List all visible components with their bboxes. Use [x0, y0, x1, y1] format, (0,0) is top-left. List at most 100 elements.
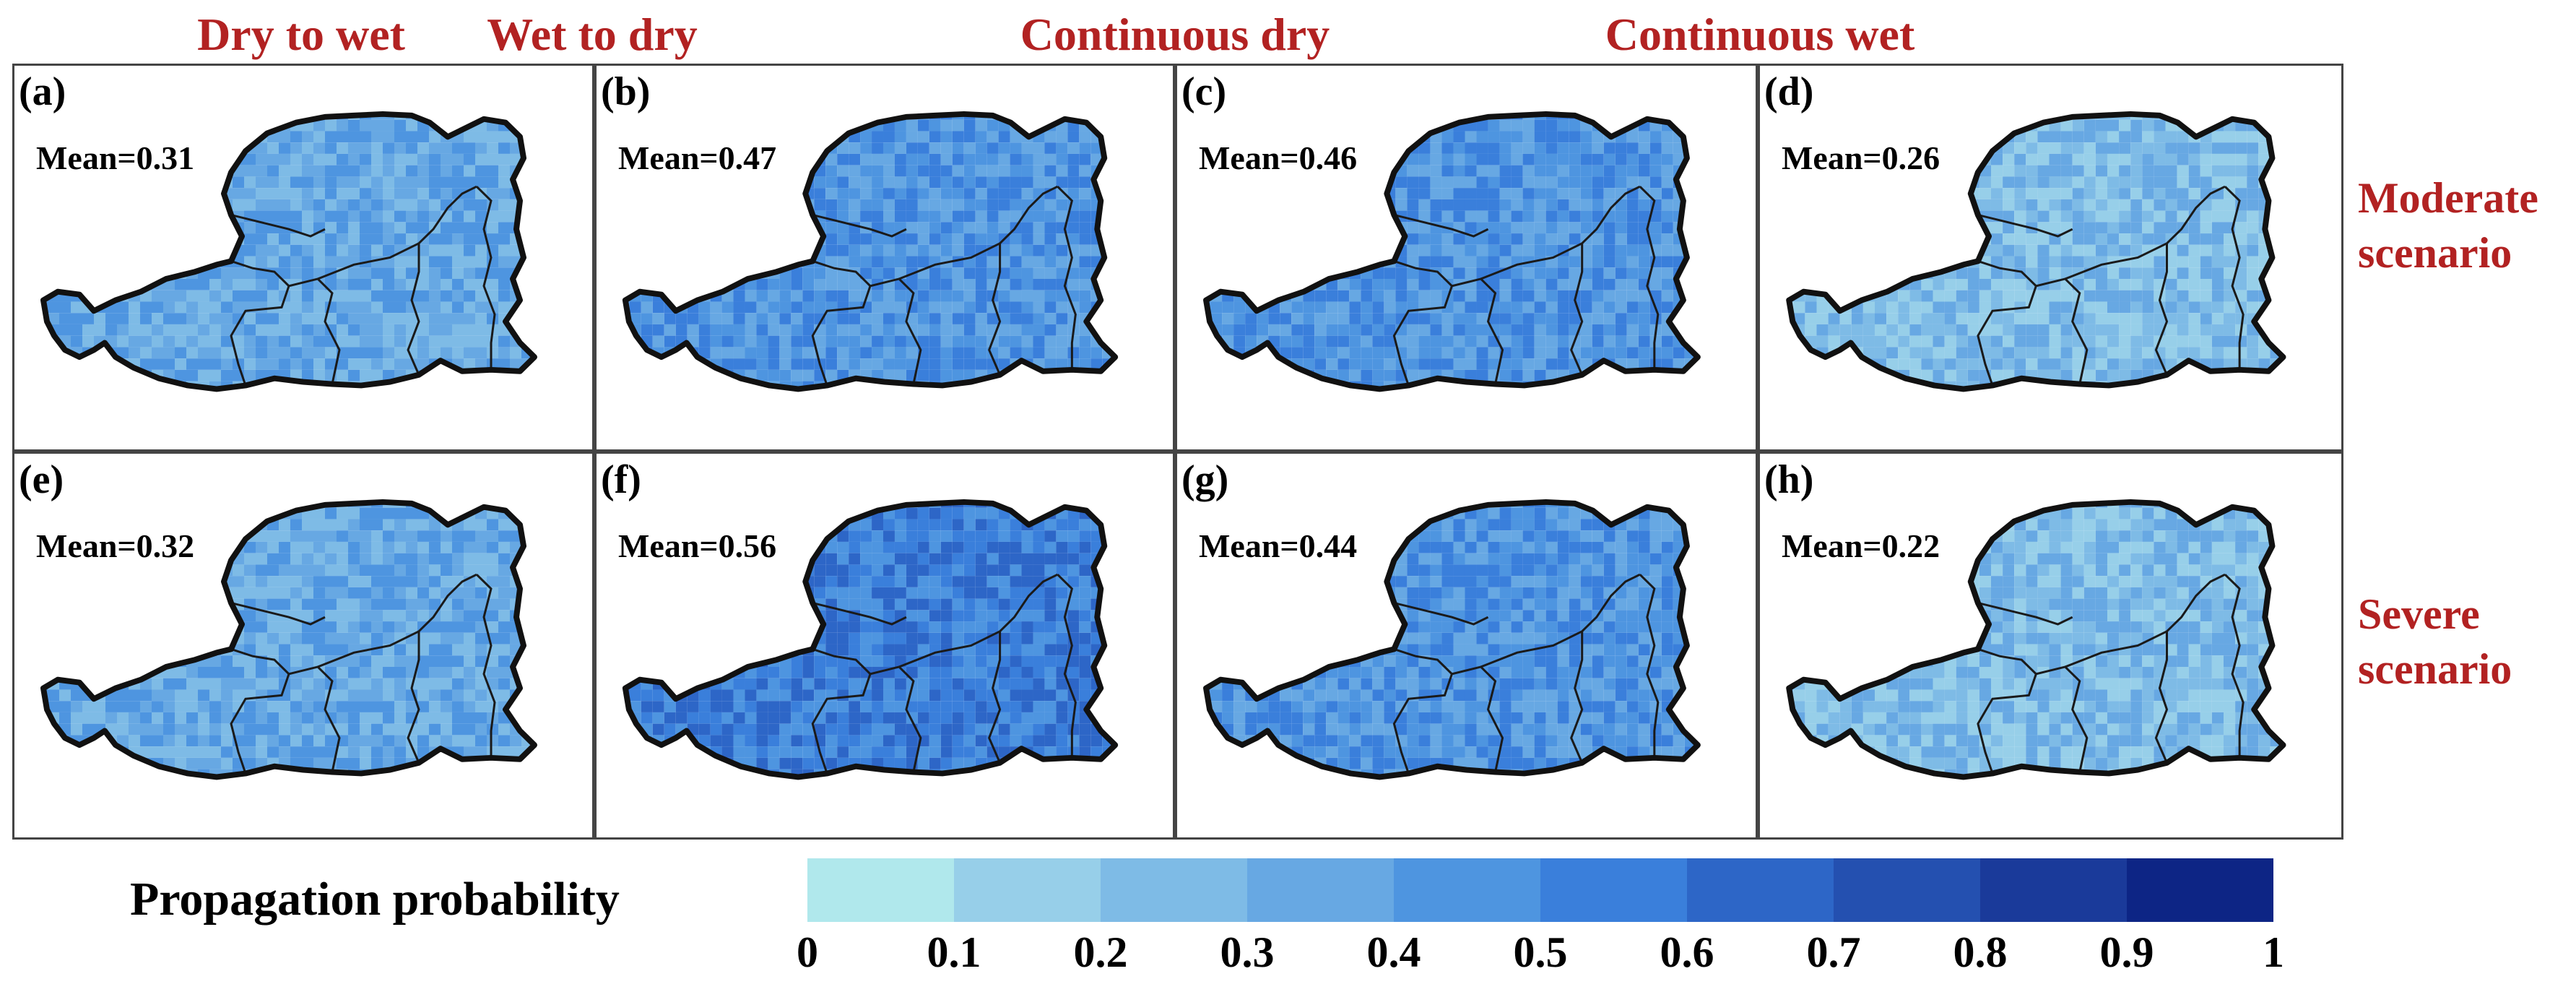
subregion-boundary [1394, 214, 1489, 238]
subregion-boundary [812, 260, 922, 384]
region-outline [622, 499, 1119, 780]
subregion-boundary [812, 648, 922, 772]
subregion-boundary [1480, 573, 1641, 668]
column-title-3: Continuous dry [1020, 9, 1330, 60]
column-title-1: Dry to wet [197, 9, 405, 60]
legend-swatch-9 [2127, 858, 2273, 922]
region-outline [40, 499, 537, 780]
subregion-boundary [812, 602, 907, 626]
legend-title: Propagation probability [130, 873, 620, 926]
subregion-boundary [230, 602, 326, 626]
legend-swatch-4 [1394, 858, 1540, 922]
subregion-boundary [317, 185, 477, 280]
map-svg [622, 499, 1119, 780]
region-outline [1203, 111, 1701, 392]
subregion-boundary [811, 673, 872, 774]
subregion-boundary [1394, 602, 1489, 626]
legend-swatch-7 [1834, 858, 1980, 922]
panel-mean-value: Mean=0.31 [36, 139, 195, 176]
legend-tick-label: 0.3 [1220, 928, 1275, 976]
panel-label: (f) [601, 457, 641, 502]
map-svg [1786, 111, 2286, 392]
subregion-boundary [1977, 285, 2037, 386]
subregion-boundary [1392, 673, 1453, 774]
subregion-boundary [2154, 243, 2169, 376]
panel-mean-value: Mean=0.56 [618, 527, 777, 564]
subregion-boundary [1570, 631, 1584, 764]
subregion-boundary [2065, 573, 2226, 668]
legend-tick-label: 0 [797, 928, 818, 976]
map-panel-6: (f) Mean=0.56 [594, 452, 1175, 840]
subregion-boundary [1057, 574, 1077, 758]
panel-mean-value: Mean=0.32 [36, 527, 195, 564]
region-outline [40, 111, 537, 392]
panel-label: (b) [601, 69, 651, 114]
column-title-2: Wet to dry [487, 9, 698, 60]
region-outline [1786, 499, 2286, 780]
subregion-boundary [898, 573, 1059, 668]
legend-swatch-2 [1101, 858, 1247, 922]
panel-label: (e) [19, 457, 64, 502]
legend-tick-label: 0.4 [1366, 928, 1421, 976]
subregion-boundary [1480, 185, 1641, 280]
panel-label: (c) [1181, 69, 1227, 114]
subregion-boundary [811, 285, 872, 386]
map-svg [1203, 499, 1701, 780]
panel-label: (h) [1764, 457, 1814, 502]
subregion-boundary [1570, 243, 1584, 376]
legend-tick-label: 1 [2263, 928, 2284, 976]
map-panel-5: (e) Mean=0.32 [12, 452, 594, 840]
subregion-boundary [475, 574, 496, 758]
panel-mean-value: Mean=0.44 [1199, 527, 1358, 564]
legend-tick-label: 0.9 [2099, 928, 2154, 976]
region-outline [1203, 499, 1701, 780]
subregion-boundary [475, 186, 496, 370]
subregion-boundary [407, 243, 420, 376]
map-svg [40, 499, 537, 780]
panel-label: (d) [1764, 69, 1814, 114]
legend-swatch-3 [1247, 858, 1394, 922]
subregion-boundary [1057, 186, 1077, 370]
subregion-boundary [2224, 186, 2245, 370]
map-panel-7: (g) Mean=0.44 [1175, 452, 1758, 840]
subregion-boundary [230, 285, 290, 386]
region-outline [622, 111, 1119, 392]
legend-tick-label: 0.1 [927, 928, 981, 976]
color-legend-bar [807, 858, 2273, 922]
legend-swatch-1 [954, 858, 1101, 922]
map-panel-3: (c) Mean=0.46 [1175, 64, 1758, 452]
map-svg [1786, 499, 2286, 780]
map-panel-8: (h) Mean=0.22 [1758, 452, 2343, 840]
panel-label: (g) [1181, 457, 1229, 502]
subregion-boundary [812, 214, 907, 238]
map-panel-1: (a) Mean=0.31 [12, 64, 594, 452]
legend-swatch-6 [1687, 858, 1834, 922]
subregion-boundary [2224, 574, 2245, 758]
legend-swatch-0 [807, 858, 954, 922]
legend-swatch-8 [1980, 858, 2127, 922]
subregion-boundary [988, 243, 1002, 376]
subregion-boundary [2154, 631, 2169, 764]
subregion-boundary [988, 631, 1002, 764]
subregion-boundary [317, 573, 477, 668]
subregion-boundary [1393, 648, 1504, 772]
panel-mean-value: Mean=0.46 [1199, 139, 1358, 176]
legend-tick-label: 0.7 [1806, 928, 1861, 976]
panel-label: (a) [19, 69, 66, 114]
subregion-boundary [1977, 602, 2073, 626]
column-title-4: Continuous wet [1605, 9, 1915, 60]
subregion-boundary [898, 185, 1059, 280]
subregion-boundary [1639, 186, 1660, 370]
legend-tick-label: 0.8 [1953, 928, 2008, 976]
legend-swatch-5 [1540, 858, 1687, 922]
subregion-boundary [2065, 185, 2226, 280]
subregion-boundary [1977, 673, 2037, 774]
map-svg [622, 111, 1119, 392]
subregion-boundary [1393, 260, 1504, 384]
subregion-boundary [230, 673, 290, 774]
subregion-boundary [230, 214, 326, 238]
panel-mean-value: Mean=0.26 [1782, 139, 1940, 176]
legend-tick-label: 0.2 [1073, 928, 1128, 976]
row-title-severe: Severe scenario [2358, 590, 2512, 693]
map-panel-4: (d) Mean=0.26 [1758, 64, 2343, 452]
